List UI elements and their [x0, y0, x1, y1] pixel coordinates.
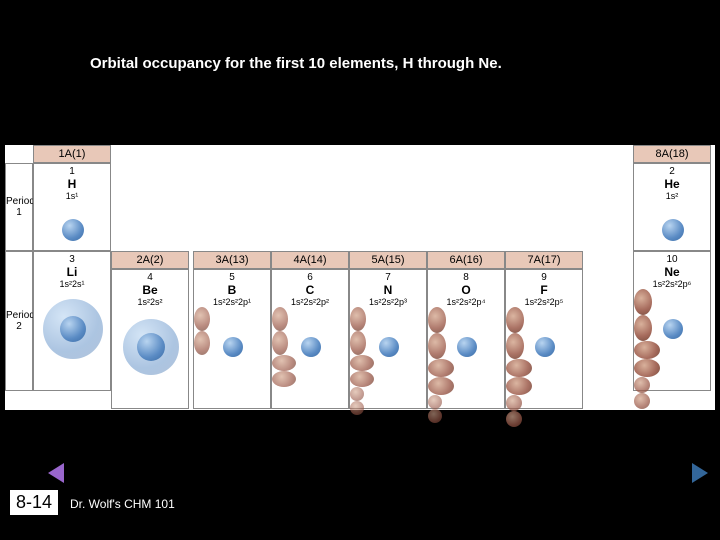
group-18: 8A(18) 2 He 1s² 10 Ne 1s²2s²2p⁶ [633, 145, 711, 391]
orbital-icon [634, 289, 710, 349]
group-2-header: 2A(2) [111, 251, 189, 269]
orbital-icon [350, 307, 426, 367]
group-16-header: 6A(16) [427, 251, 505, 269]
element-C: 6 C 1s²2s²2p² [271, 269, 349, 409]
element-He: 2 He 1s² [633, 163, 711, 251]
element-Be: 4 Be 1s²2s² [111, 269, 189, 409]
period-1-label: Period 1 [5, 163, 33, 251]
orbital-icon [194, 307, 270, 367]
chevron-left-icon [48, 463, 64, 483]
element-H: 1 H 1s¹ [33, 163, 111, 251]
page-number: 8-14 [10, 490, 58, 515]
element-Ne: 10 Ne 1s²2s²2p⁶ [633, 251, 711, 391]
element-N: 7 N 1s²2s²2p³ [349, 269, 427, 409]
orbital-icon [112, 307, 188, 367]
page-title: Orbital occupancy for the first 10 eleme… [90, 55, 630, 73]
orbital-icon [428, 307, 504, 367]
group-14-header: 4A(14) [271, 251, 349, 269]
group-14: 4A(14) 6 C 1s²2s²2p² [271, 251, 349, 409]
orbital-icon [272, 307, 348, 367]
period-2-label: Period 2 [5, 251, 33, 391]
chevron-right-icon [692, 463, 708, 483]
group-16: 6A(16) 8 O 1s²2s²2p⁴ [427, 251, 505, 409]
group-15-header: 5A(15) [349, 251, 427, 269]
element-B: 5 B 1s²2s²2p¹ [193, 269, 271, 409]
orbital-icon [506, 307, 582, 367]
nav-next-button[interactable] [692, 463, 708, 483]
nav-prev-button[interactable] [48, 463, 64, 483]
periodic-table: Period 1 Period 2 1A(1) 1 H 1s¹ 3 Li 1s²… [5, 145, 715, 410]
title-text: Orbital occupancy for the first 10 eleme… [90, 55, 502, 72]
element-Li: 3 Li 1s²2s¹ [33, 251, 111, 391]
group-17: 7A(17) 9 F 1s²2s²2p⁵ [505, 251, 583, 409]
group-13-header: 3A(13) [193, 251, 271, 269]
element-O: 8 O 1s²2s²2p⁴ [427, 269, 505, 409]
group-13: 3A(13) 5 B 1s²2s²2p¹ [193, 251, 271, 409]
credit-text: Dr. Wolf's CHM 101 [70, 497, 175, 511]
group-1: 1A(1) 1 H 1s¹ 3 Li 1s²2s¹ [33, 145, 111, 391]
element-F: 9 F 1s²2s²2p⁵ [505, 269, 583, 409]
period-labels: Period 1 Period 2 [5, 163, 33, 391]
group-2: 2A(2) 4 Be 1s²2s² [111, 251, 189, 409]
group-1-header: 1A(1) [33, 145, 111, 163]
group-18-header: 8A(18) [633, 145, 711, 163]
group-17-header: 7A(17) [505, 251, 583, 269]
orbital-icon [34, 289, 110, 349]
group-15: 5A(15) 7 N 1s²2s²2p³ [349, 251, 427, 409]
